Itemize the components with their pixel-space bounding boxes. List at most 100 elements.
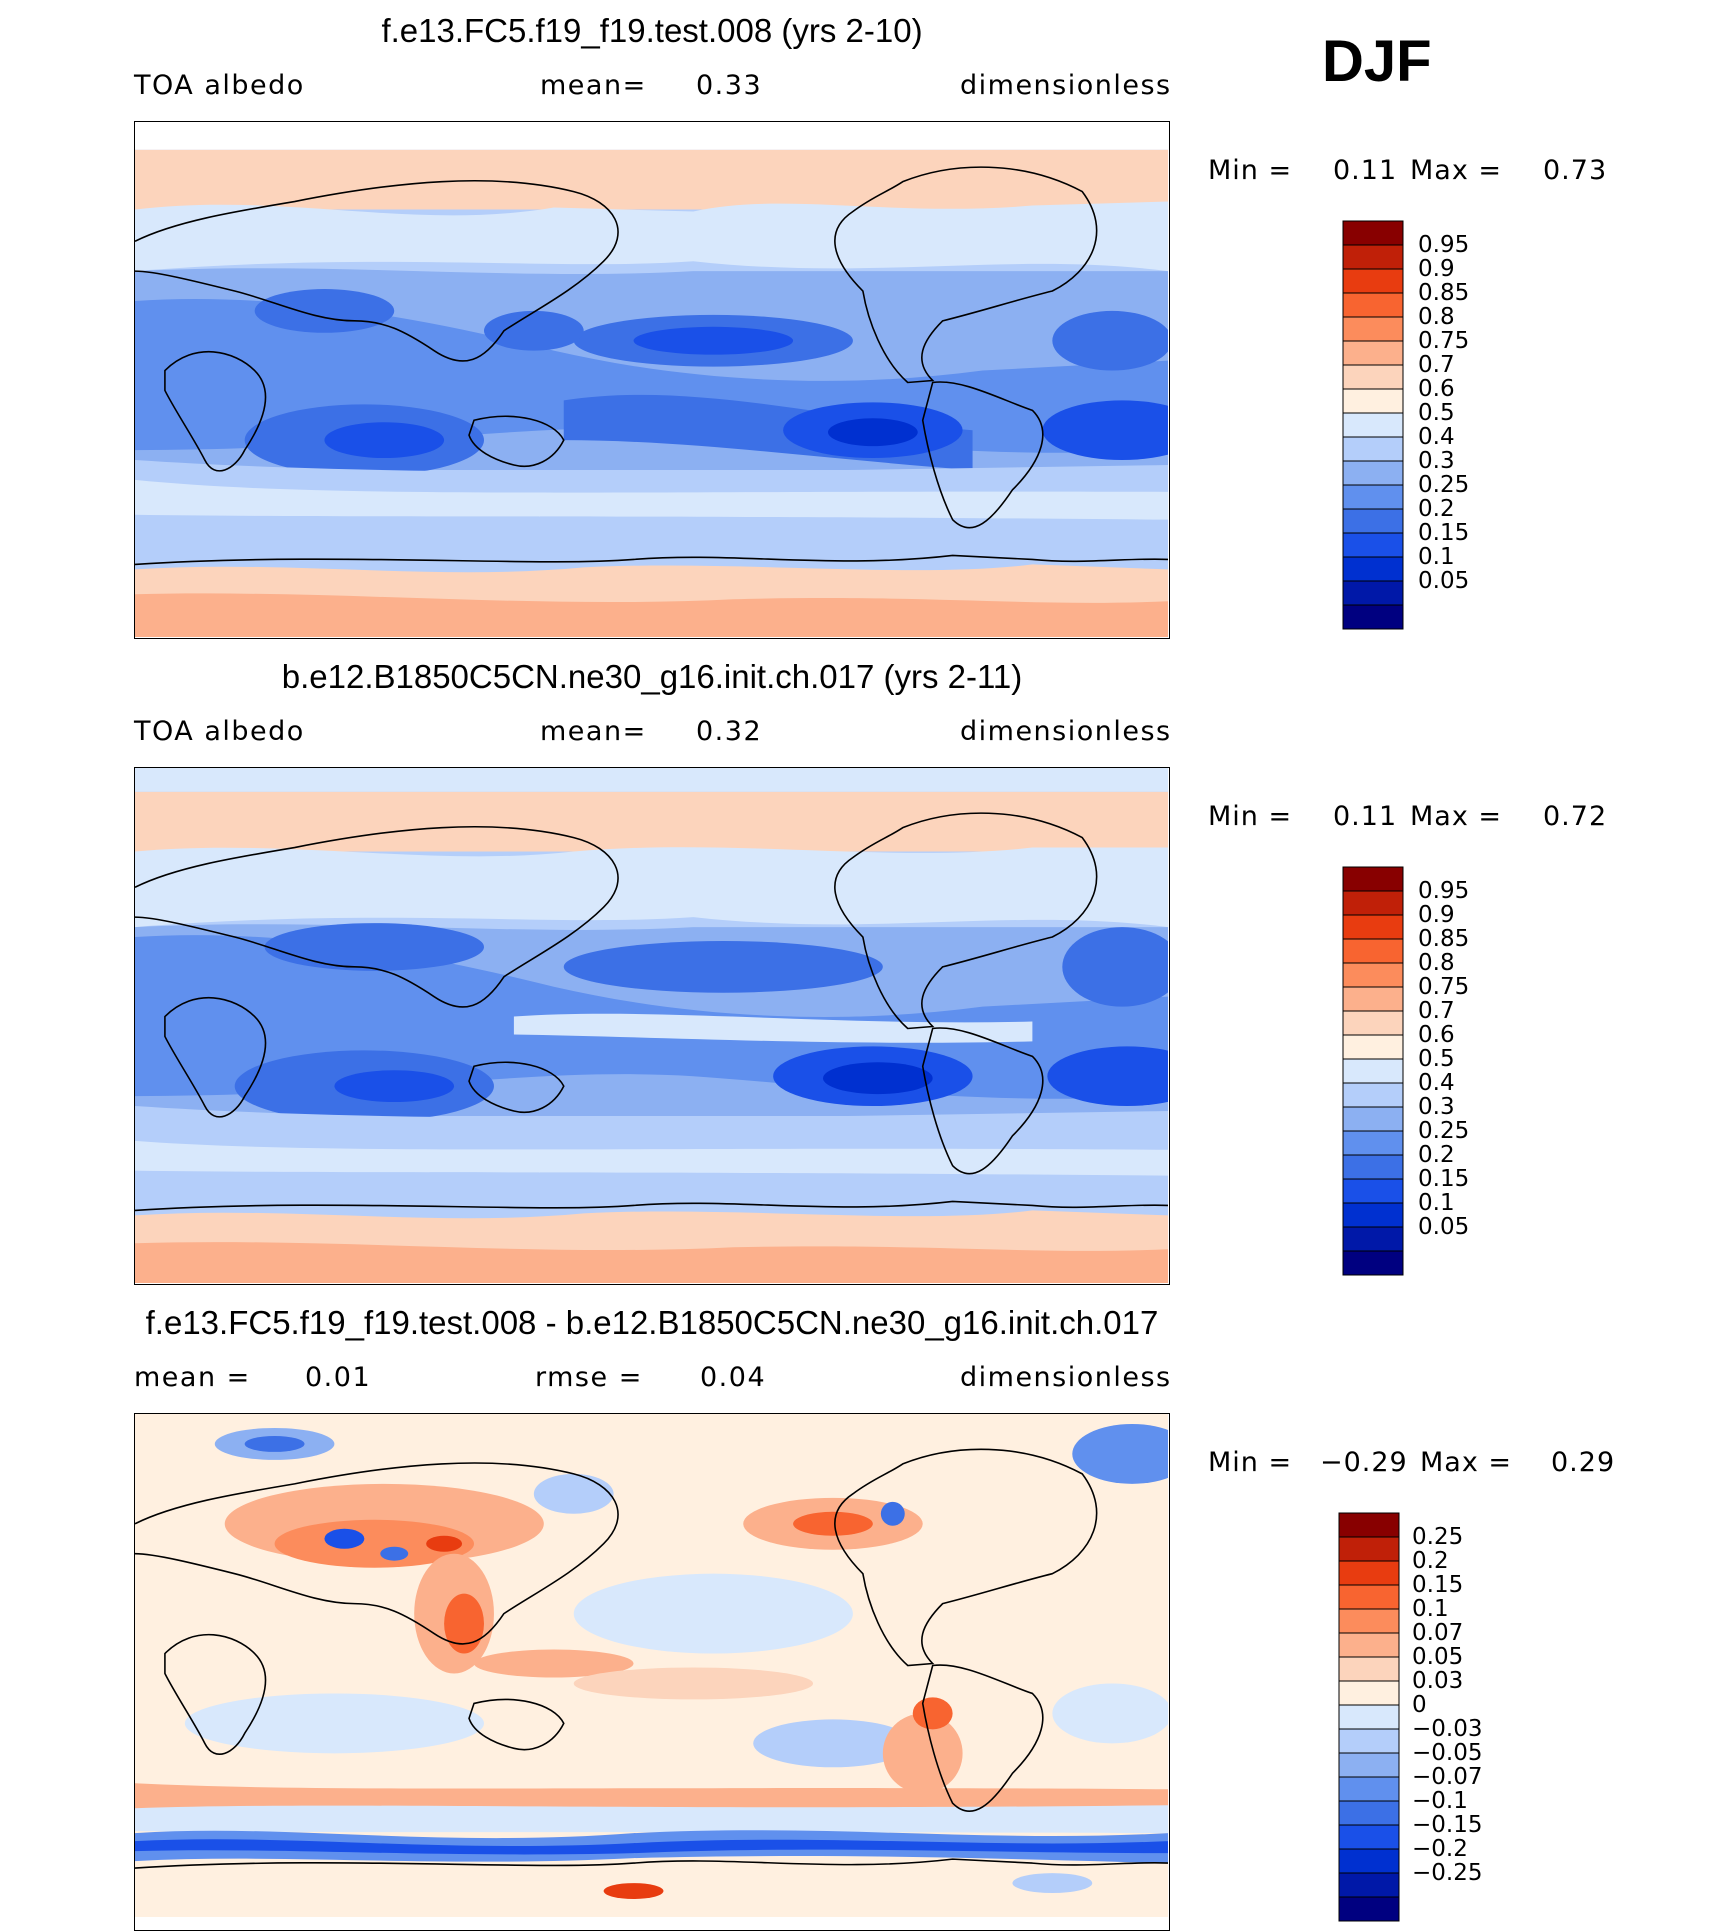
colorbar-tick-label: 0.1 bbox=[1418, 1190, 1455, 1216]
panel-2-min-value: 0.11 bbox=[1333, 801, 1398, 832]
panel-3-mean-value: 0.01 bbox=[305, 1362, 372, 1393]
panel-1-units: dimensionless bbox=[960, 70, 1172, 101]
panel-2-mean-value: 0.32 bbox=[696, 716, 763, 747]
colorbar-segment bbox=[1342, 484, 1404, 510]
colorbar-tick-label: −0.15 bbox=[1412, 1812, 1483, 1838]
panel-2-max-value: 0.72 bbox=[1543, 801, 1608, 832]
colorbar-tick-label: 0.4 bbox=[1418, 424, 1455, 450]
season-label: DJF bbox=[1322, 29, 1432, 94]
panel-2-colorbar bbox=[1342, 866, 1404, 1276]
panel-2-min-label: Min = bbox=[1208, 801, 1293, 832]
colorbar-tick-label: 0.05 bbox=[1418, 1214, 1470, 1240]
colorbar-segment bbox=[1342, 962, 1404, 988]
colorbar-segment bbox=[1338, 1824, 1400, 1850]
panel-2-mean-label: mean= bbox=[540, 716, 647, 747]
colorbar-segment bbox=[1342, 556, 1404, 582]
colorbar-segment bbox=[1338, 1848, 1400, 1874]
colorbar-tick-label: 0.85 bbox=[1418, 280, 1470, 306]
colorbar-segment bbox=[1338, 1656, 1400, 1682]
colorbar-tick-label: 0.3 bbox=[1418, 448, 1455, 474]
colorbar-segment bbox=[1342, 1082, 1404, 1108]
colorbar-tick-label: 0.5 bbox=[1418, 400, 1455, 426]
colorbar-segment bbox=[1338, 1512, 1400, 1538]
colorbar-tick-label: −0.2 bbox=[1412, 1836, 1468, 1862]
colorbar-segment bbox=[1342, 1178, 1404, 1204]
colorbar-tick-label: −0.1 bbox=[1412, 1788, 1468, 1814]
colorbar-tick-label: 0.03 bbox=[1412, 1668, 1464, 1694]
panel-3-rmse-value: 0.04 bbox=[700, 1362, 767, 1393]
colorbar-tick-label: 0.25 bbox=[1412, 1524, 1464, 1550]
colorbar-tick-label: 0.15 bbox=[1418, 1166, 1470, 1192]
panel-1-max-value: 0.73 bbox=[1543, 155, 1608, 186]
colorbar-segment bbox=[1342, 460, 1404, 486]
colorbar-segment bbox=[1342, 316, 1404, 342]
colorbar-segment bbox=[1338, 1728, 1400, 1754]
colorbar-tick-label: 0.25 bbox=[1418, 472, 1470, 498]
panel-1-min-value: 0.11 bbox=[1333, 155, 1398, 186]
colorbar-tick-label: 0.6 bbox=[1418, 376, 1455, 402]
panel-2-units: dimensionless bbox=[960, 716, 1172, 747]
colorbar-segment bbox=[1342, 866, 1404, 892]
colorbar-segment bbox=[1342, 1106, 1404, 1132]
panel-3-max-label: Max = bbox=[1420, 1447, 1513, 1478]
colorbar-segment bbox=[1342, 1010, 1404, 1036]
colorbar-segment bbox=[1342, 1058, 1404, 1084]
colorbar-segment bbox=[1342, 292, 1404, 318]
colorbar-segment bbox=[1338, 1608, 1400, 1634]
colorbar-segment bbox=[1342, 268, 1404, 294]
colorbar-tick-label: −0.03 bbox=[1412, 1716, 1483, 1742]
panel-1-variable-label: TOA albedo bbox=[134, 70, 305, 101]
panel-2-variable-label: TOA albedo bbox=[134, 716, 305, 747]
colorbar-tick-label: 0.5 bbox=[1418, 1046, 1455, 1072]
panel-2-title: b.e12.B1850C5CN.ne30_g16.init.ch.017 (yr… bbox=[281, 658, 1023, 695]
colorbar-tick-label: 0.25 bbox=[1418, 1118, 1470, 1144]
colorbar-tick-label: 0 bbox=[1412, 1692, 1427, 1718]
colorbar-segment bbox=[1342, 938, 1404, 964]
panel-1-colorbar bbox=[1342, 220, 1404, 630]
colorbar-segment bbox=[1342, 1250, 1404, 1276]
colorbar-tick-label: 0.4 bbox=[1418, 1070, 1455, 1096]
colorbar-tick-label: 0.3 bbox=[1418, 1094, 1455, 1120]
colorbar-tick-label: 0.05 bbox=[1412, 1644, 1464, 1670]
colorbar-tick-label: 0.2 bbox=[1412, 1548, 1449, 1574]
colorbar-tick-label: −0.07 bbox=[1412, 1764, 1483, 1790]
panel-2-colorbar-labels: 0.95 0.9 0.85 0.8 0.75 0.7 0.6 0.5 0.4 0.3 0.25 0.2… bbox=[1418, 866, 1508, 1276]
colorbar-segment bbox=[1342, 890, 1404, 916]
colorbar-segment bbox=[1342, 388, 1404, 414]
colorbar-segment bbox=[1342, 1226, 1404, 1252]
panel-3-max-value: 0.29 bbox=[1551, 1447, 1616, 1478]
panel-1-map bbox=[134, 121, 1170, 639]
panel-2-max-label: Max = bbox=[1410, 801, 1503, 832]
colorbar-tick-label: 0.2 bbox=[1418, 1142, 1455, 1168]
colorbar-segment bbox=[1342, 220, 1404, 246]
colorbar-segment bbox=[1338, 1584, 1400, 1610]
colorbar-tick-label: 0.8 bbox=[1418, 950, 1455, 976]
colorbar-segment bbox=[1342, 532, 1404, 558]
panel-3-colorbar-labels: 0.25 0.2 0.15 0.1 0.07 0.05 0.03 0 −0.03 −0.05 −0.… bbox=[1412, 1512, 1512, 1922]
colorbar-segment bbox=[1338, 1800, 1400, 1826]
colorbar-segment bbox=[1342, 1154, 1404, 1180]
panel-3-map bbox=[134, 1413, 1170, 1931]
colorbar-segment bbox=[1342, 364, 1404, 390]
colorbar-segment bbox=[1342, 580, 1404, 606]
colorbar-tick-label: 0.05 bbox=[1418, 568, 1470, 594]
colorbar-tick-label: 0.07 bbox=[1412, 1620, 1464, 1646]
panel-1-mean-value: 0.33 bbox=[696, 70, 763, 101]
panel-3-units: dimensionless bbox=[960, 1362, 1172, 1393]
colorbar-segment bbox=[1338, 1560, 1400, 1586]
panel-1-max-label: Max = bbox=[1410, 155, 1503, 186]
colorbar-tick-label: 0.7 bbox=[1418, 998, 1455, 1024]
colorbar-segment bbox=[1342, 340, 1404, 366]
colorbar-segment bbox=[1338, 1872, 1400, 1898]
colorbar-tick-label: 0.6 bbox=[1418, 1022, 1455, 1048]
panel-1-colorbar-labels: 0.95 0.9 0.85 0.8 0.75 0.7 0.6 0.5 0.4 0.3 0.25 0.2… bbox=[1418, 220, 1508, 630]
colorbar-segment bbox=[1342, 1202, 1404, 1228]
colorbar-tick-label: 0.9 bbox=[1418, 902, 1455, 928]
panel-3-title: f.e13.FC5.f19_f19.test.008 - b.e12.B1850… bbox=[145, 1304, 1159, 1341]
colorbar-segment bbox=[1338, 1776, 1400, 1802]
panel-1-mean-label: mean= bbox=[540, 70, 647, 101]
colorbar-segment bbox=[1342, 1034, 1404, 1060]
colorbar-tick-label: 0.9 bbox=[1418, 256, 1455, 282]
colorbar-segment bbox=[1342, 244, 1404, 270]
colorbar-segment bbox=[1338, 1704, 1400, 1730]
